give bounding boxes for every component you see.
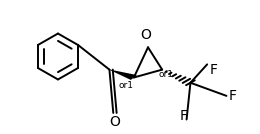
Text: O: O [109,115,120,129]
Text: or1: or1 [118,81,133,90]
Text: O: O [140,28,151,42]
Text: F: F [210,63,218,77]
Text: F: F [229,89,237,103]
Text: or1: or1 [158,70,173,79]
Polygon shape [109,70,137,80]
Text: F: F [180,109,188,123]
